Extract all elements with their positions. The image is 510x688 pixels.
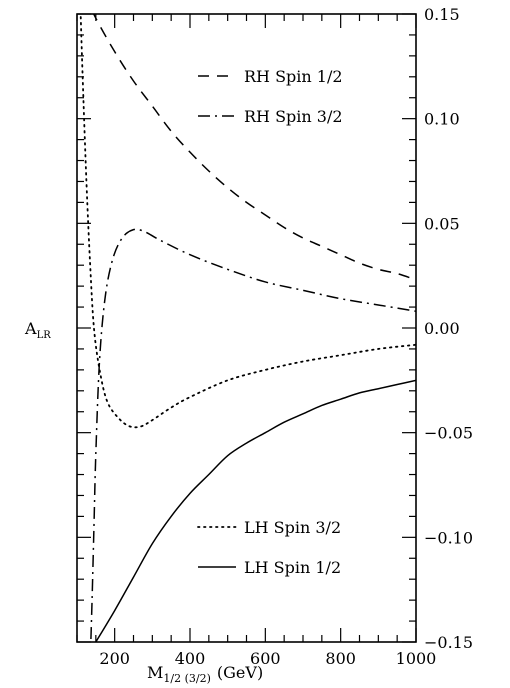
x-tick-label: 200 (99, 649, 130, 668)
y-tick-label: −0.15 (424, 633, 473, 652)
x-tick-label: 600 (250, 649, 281, 668)
legend-label-lh-spin-1-2: LH Spin 1/2 (244, 558, 341, 577)
ticks (76, 13, 417, 643)
y-tick-label: 0.05 (424, 214, 460, 233)
series-line-lh-spin-1-2 (95, 379, 416, 642)
x-axis-title: M1/2 (3/2) (GeV) (147, 663, 263, 685)
y-tick-label: 0.00 (424, 319, 460, 338)
y-tick-label: −0.05 (424, 424, 473, 443)
tick-labels: 200 400 600 800 1000−0.15 −0.10 −0.05 0.00 0.05 0… (99, 5, 473, 668)
series-line-rh-spin-1-2 (92, 14, 416, 281)
y-tick-label: 0.15 (424, 5, 460, 24)
series-line-rh-spin-3-2 (90, 228, 416, 642)
y-axis-title-sub: LR (37, 330, 52, 341)
legend-label-rh-spin-3-2: RH Spin 3/2 (244, 107, 343, 126)
legend-label-rh-spin-1-2: RH Spin 1/2 (244, 67, 343, 86)
legend: RH Spin 1/2 RH Spin 3/2 LH Spin 3/2 LH Spin… (197, 67, 343, 577)
y-axis-title: ALR (24, 319, 51, 341)
y-axis-title-main: A (24, 319, 37, 338)
x-axis-title-main: M (147, 663, 163, 682)
x-tick-label: 800 (325, 649, 356, 668)
series-line-lh-spin-3-2 (79, 14, 416, 429)
y-tick-label: 0.10 (424, 110, 460, 129)
y-tick-label: −0.10 (424, 528, 473, 547)
x-tick-label: 400 (175, 649, 206, 668)
curves (79, 14, 416, 642)
x-axis-title-sub: 1/2 (3/2) (163, 672, 211, 685)
legend-label-lh-spin-3-2: LH Spin 3/2 (244, 518, 341, 537)
x-tick-label: 1000 (396, 649, 437, 668)
x-axis-title-unit: (GeV) (217, 663, 263, 682)
